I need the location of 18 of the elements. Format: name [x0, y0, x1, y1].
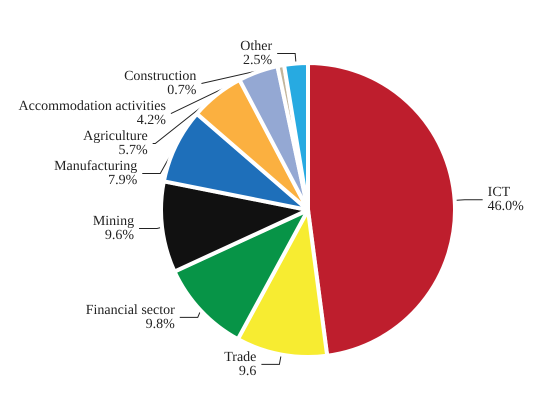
slice-label: ICT: [488, 185, 511, 200]
data-label: 5.7%: [118, 143, 148, 158]
data-label: 46.0%: [488, 199, 524, 214]
data-label: 4.2%: [136, 113, 166, 128]
data-label: 9.6%: [104, 228, 134, 243]
slice-label: Other: [240, 39, 272, 54]
data-label: 9.6: [238, 364, 256, 379]
data-label: 7.9%: [108, 173, 138, 188]
data-label: 9.8%: [146, 316, 176, 332]
slice-label: Agriculture: [83, 129, 148, 144]
slice-label: Mining: [92, 214, 134, 229]
slice-label: Trade: [224, 350, 256, 365]
slice-label: Construction: [124, 69, 196, 84]
slice-label: Accommodation activities: [18, 99, 166, 114]
slice-label: Financial sector: [86, 302, 176, 318]
data-label: 0.7%: [167, 83, 197, 98]
slice-label: Manufacturing: [54, 159, 138, 174]
data-label: 2.5%: [243, 53, 272, 68]
